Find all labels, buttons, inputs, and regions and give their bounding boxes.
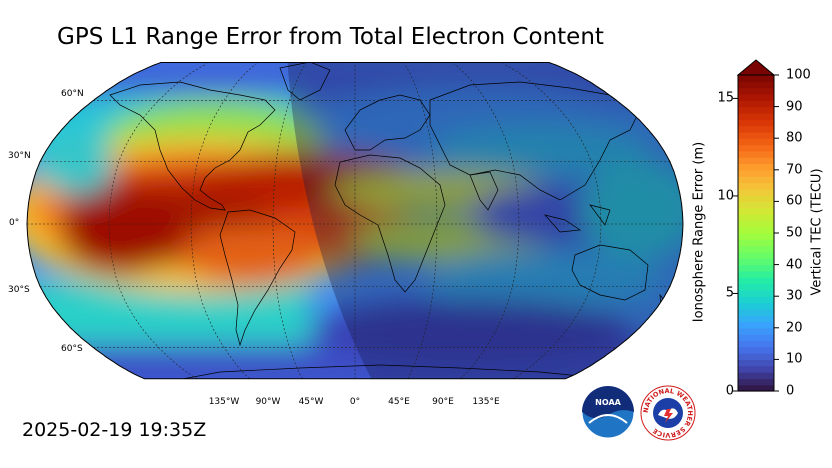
colorbar-swatch	[738, 220, 774, 228]
meridian-line	[108, 63, 208, 379]
colorbar-swatch	[738, 195, 774, 202]
colorbar-swatch	[738, 327, 774, 335]
tec-tick-label: 20	[786, 320, 803, 336]
tec-tick-label: 70	[786, 162, 803, 178]
colorbar-swatch	[738, 334, 774, 342]
lat-label: 30°N	[8, 151, 31, 161]
meridian-line	[502, 63, 602, 379]
colorbar-extend-arrow	[736, 59, 776, 76]
colorbar-swatch	[738, 289, 774, 297]
tec-tick-label: 60	[786, 193, 803, 209]
lat-label: 0°	[9, 218, 20, 228]
lat-label: 30°S	[8, 285, 30, 295]
colorbar-swatch	[738, 214, 774, 221]
colorbar-swatch	[738, 150, 774, 158]
lon-label: 135°E	[472, 397, 500, 407]
meridian-line	[453, 63, 520, 379]
colorbar-swatch	[738, 131, 774, 139]
colorbar-swatch	[738, 163, 774, 171]
colorbar-swatch	[738, 188, 774, 196]
colorbar-swatch	[738, 144, 774, 152]
colorbar-swatch	[738, 207, 774, 215]
colorbar-swatch	[738, 75, 774, 82]
colorbar-swatch	[738, 378, 774, 386]
tec-field	[27, 62, 683, 379]
colorbar-swatch	[738, 270, 774, 278]
noaa-logo: NOAA	[581, 385, 635, 439]
meridian-line	[190, 63, 257, 379]
graticule	[27, 63, 683, 379]
colorbar-swatch	[738, 302, 774, 310]
colorbar-swatch	[738, 245, 774, 253]
lon-label: 90°W	[255, 397, 281, 407]
colorbar-swatch	[738, 346, 774, 354]
colorbar-swatch	[738, 296, 774, 304]
colorbar-swatch	[738, 277, 774, 285]
colorbar-swatch	[738, 119, 774, 127]
tec-tick-label: 0	[786, 383, 795, 399]
timestamp: 2025-02-19 19:35Z	[22, 419, 207, 441]
page-title: GPS L1 Range Error from Total Electron C…	[57, 24, 604, 50]
range-tick-label: 0	[725, 383, 734, 399]
colorbar-swatch	[738, 157, 774, 165]
colorbar-swatch	[738, 372, 774, 379]
colorbar-swatch	[738, 264, 774, 272]
range-tick-label: 5	[725, 285, 734, 301]
colorbar-swatch	[738, 182, 774, 190]
colorbar-swatch	[738, 359, 774, 367]
colorbar-swatch	[738, 340, 774, 348]
lat-label: 60°N	[61, 89, 84, 99]
lon-label: 90°E	[432, 397, 454, 407]
range-tick-label: 15	[717, 90, 734, 106]
noaa-logo-text: NOAA	[595, 398, 621, 407]
range-tick-label: 10	[717, 188, 734, 204]
nws-logo: NATIONAL WEATHER SERVICE	[640, 385, 696, 441]
lon-label: 45°W	[298, 397, 324, 407]
tec-tick-label: 80	[786, 130, 803, 146]
colorbar-swatch	[738, 106, 774, 114]
lat-label: 60°S	[61, 344, 83, 354]
colorbar-swatch	[738, 125, 774, 133]
colorbar-swatch	[738, 308, 774, 316]
colorbar-swatch	[738, 176, 774, 184]
map-boundary	[26, 62, 684, 380]
colorbar-swatch	[738, 384, 774, 392]
colorbar	[733, 59, 779, 392]
colorbar-swatch	[738, 100, 774, 108]
tec-tick-label: 100	[786, 67, 811, 83]
colorbar-swatch	[738, 283, 774, 291]
colorbar-swatch	[738, 239, 774, 247]
lon-label: 0°	[349, 397, 361, 407]
tec-tick-label: 40	[786, 257, 803, 273]
colorbar-swatch	[738, 81, 774, 89]
colorbar-swatch	[738, 201, 774, 209]
colorbar-swatch	[738, 233, 774, 240]
colorbar-swatch	[738, 169, 774, 177]
colorbar-swatch	[738, 93, 774, 101]
lon-label: 45°E	[388, 397, 410, 407]
colorbar-swatches	[738, 75, 774, 392]
colorbar-swatch	[738, 138, 774, 146]
colorbar-swatch	[738, 226, 774, 234]
colorbar-swatch	[738, 258, 774, 266]
colorbar-swatch	[738, 321, 774, 329]
colorbar-swatch	[738, 315, 774, 323]
range-axis-label: Ionosphere Range Error (m)	[691, 141, 707, 323]
tec-tick-label: 90	[786, 99, 803, 115]
tec-map	[26, 62, 684, 380]
lon-label: 135°W	[208, 397, 240, 407]
tec-tick-label: 30	[786, 288, 803, 304]
colorbar-swatch	[738, 353, 774, 360]
colorbar-swatch	[738, 365, 774, 373]
tec-tick-label: 10	[786, 351, 803, 367]
colorbar-swatch	[738, 112, 774, 120]
tec-axis-label: Vertical TEC (TECU)	[809, 168, 825, 296]
colorbar-swatch	[738, 87, 774, 95]
tec-tick-label: 50	[786, 225, 803, 241]
colorbar-swatch	[738, 251, 774, 259]
